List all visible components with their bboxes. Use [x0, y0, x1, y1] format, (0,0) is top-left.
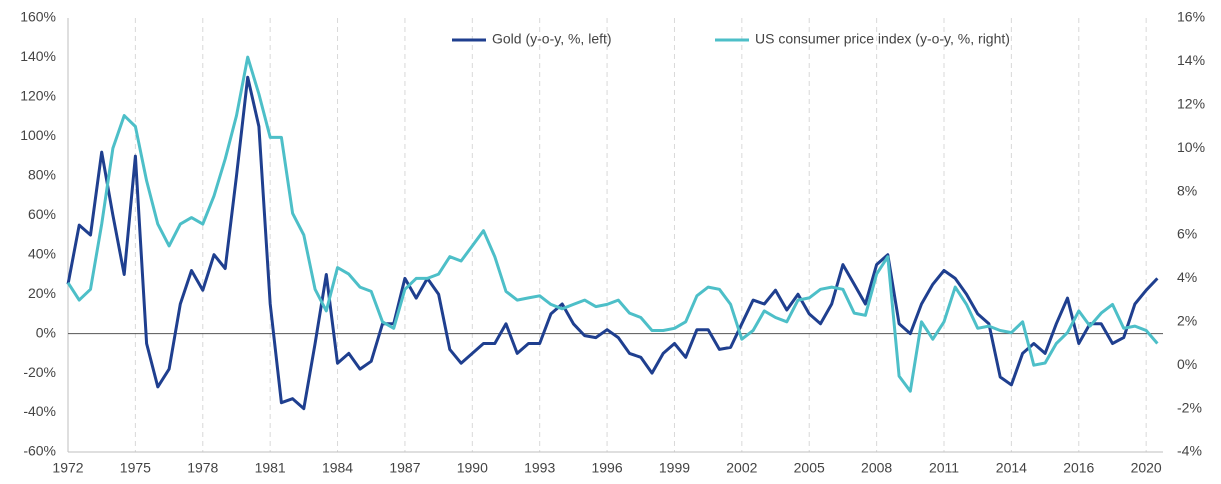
y-tick-label: 120% [20, 88, 56, 104]
y-tick-label: 60% [28, 206, 56, 222]
x-tick-label: 1975 [120, 460, 151, 476]
y-tick-label: -40% [23, 403, 56, 419]
y2-tick-label: 8% [1177, 182, 1197, 198]
x-tick-label: 2014 [996, 460, 1027, 476]
series-line [66, 75, 1159, 411]
y2-tick-label: 10% [1177, 139, 1205, 155]
x-tick-label: 1990 [457, 460, 488, 476]
y-tick-label: 80% [28, 167, 56, 183]
x-tick-label: 2008 [861, 460, 892, 476]
x-tick-label: 1984 [322, 460, 353, 476]
legend-label: Gold (y-o-y, %, left) [492, 31, 612, 47]
y-tick-label: 100% [20, 127, 56, 143]
y2-tick-label: 16% [1177, 9, 1205, 25]
x-tick-label: 2002 [726, 460, 757, 476]
x-tick-label: 2016 [1063, 460, 1094, 476]
x-tick-label: 1987 [389, 460, 420, 476]
x-tick-label: 2011 [929, 460, 959, 476]
y-tick-label: 140% [20, 48, 56, 64]
y-tick-label: 0% [36, 324, 56, 340]
x-tick-label: 1972 [52, 460, 83, 476]
y2-tick-label: -4% [1177, 443, 1202, 459]
x-tick-label: 2020 [1131, 460, 1162, 476]
y-tick-label: 160% [20, 9, 56, 25]
y2-tick-label: 12% [1177, 96, 1205, 112]
y2-tick-label: -2% [1177, 399, 1202, 415]
y2-tick-label: 2% [1177, 313, 1197, 329]
series-line [66, 55, 1159, 393]
y2-tick-label: 14% [1177, 52, 1205, 68]
x-tick-label: 1996 [591, 460, 622, 476]
x-tick-label: 1993 [524, 460, 555, 476]
x-tick-label: 1981 [255, 460, 286, 476]
x-tick-label: 1978 [187, 460, 218, 476]
y2-tick-label: 0% [1177, 356, 1197, 372]
y2-tick-label: 6% [1177, 226, 1197, 242]
x-tick-label: 1999 [659, 460, 690, 476]
y-tick-label: -20% [23, 364, 56, 380]
y-tick-label: -60% [23, 443, 56, 459]
y-tick-label: 40% [28, 245, 56, 261]
legend-label: US consumer price index (y-o-y, %, right… [755, 31, 1010, 47]
y-tick-label: 20% [28, 285, 56, 301]
x-tick-label: 2005 [794, 460, 825, 476]
y2-tick-label: 4% [1177, 269, 1197, 285]
